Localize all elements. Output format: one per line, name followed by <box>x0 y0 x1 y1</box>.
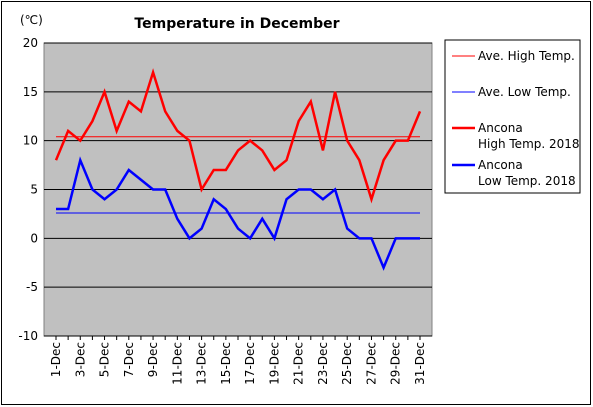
x-tick-label: 1-Dec <box>49 342 63 377</box>
y-axis-ticks: -10 -5 0 5 10 15 20 <box>18 36 38 343</box>
y-tick-label: 5 <box>30 183 38 197</box>
legend-box <box>444 39 581 194</box>
x-tick-label: 9-Dec <box>146 342 160 377</box>
x-tick-label: 23-Dec <box>316 342 330 385</box>
x-tick-label: 19-Dec <box>267 342 281 385</box>
x-tick-label: 5-Dec <box>98 342 112 377</box>
x-tick-label: 15-Dec <box>219 342 233 385</box>
legend-label: Ancona <box>478 121 523 135</box>
y-tick-label: 0 <box>30 231 38 245</box>
legend-label: Low Temp. 2018 <box>478 174 576 188</box>
x-axis-ticks: 1-Dec 3-Dec 5-Dec 7-Dec 9-Dec 11-Dec 13-Dec 15-… <box>49 336 427 385</box>
x-tick-label: 3-Dec <box>73 342 87 377</box>
x-tick-label: 29-Dec <box>389 342 403 385</box>
y-tick-label: 10 <box>23 134 38 148</box>
series-line-ancona-low-temp-2018 <box>56 156 420 271</box>
legend-label: High Temp. 2018 <box>478 137 580 151</box>
x-tick-label: 11-Dec <box>170 342 184 385</box>
y-tick-label: 20 <box>23 36 38 50</box>
y-unit-label: (℃) <box>20 13 43 27</box>
series-line-ancona-high-temp-2018 <box>54 68 422 204</box>
y-tick-label: 15 <box>23 85 38 99</box>
x-tick-label: 13-Dec <box>195 342 209 385</box>
x-tick-label: 7-Dec <box>122 342 136 377</box>
series-lines <box>54 68 422 271</box>
x-tick-label: 21-Dec <box>292 342 306 385</box>
x-tick-label: 31-Dec <box>413 342 427 385</box>
x-tick-label: 27-Dec <box>364 342 378 385</box>
legend-label: Ave. Low Temp. <box>478 85 571 99</box>
y-tick-label: -10 <box>18 329 38 343</box>
y-tick-label: -5 <box>26 280 38 294</box>
legend: Ave. High Temp. Ave. Low Temp. Ancona High … <box>452 49 580 188</box>
legend-label: Ancona <box>478 158 523 172</box>
chart-title: Temperature in December <box>134 16 339 32</box>
x-tick-label: 25-Dec <box>340 342 354 385</box>
legend-label: Ave. High Temp. <box>478 49 575 63</box>
x-tick-label: 17-Dec <box>243 342 257 385</box>
